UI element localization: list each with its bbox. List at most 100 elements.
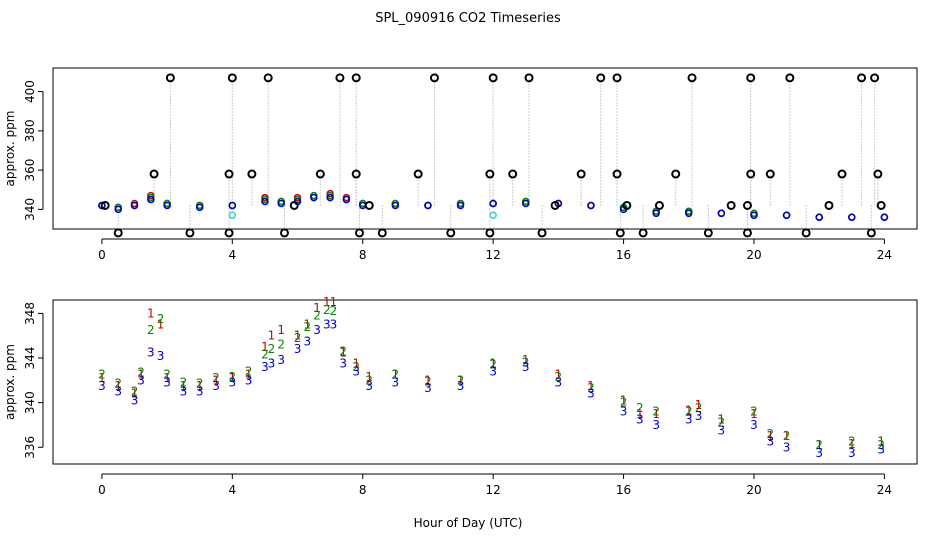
data-point xyxy=(326,193,334,202)
data-symbol: 2 xyxy=(180,376,188,390)
data-symbol: 1 xyxy=(365,370,373,384)
data-symbol: 2 xyxy=(303,320,311,334)
x-tick-label: 24 xyxy=(877,248,892,262)
data-symbol: 1 xyxy=(766,429,774,443)
data-symbol: 3 xyxy=(695,409,703,423)
data-point xyxy=(114,205,122,214)
data-point xyxy=(429,73,439,83)
data-point xyxy=(224,169,234,179)
data-point xyxy=(801,228,811,238)
data-point xyxy=(424,201,432,210)
data-symbol: 1 xyxy=(277,323,285,337)
data-symbol: 1 xyxy=(268,329,276,343)
data-point xyxy=(857,73,867,83)
y-tick-label: 348 xyxy=(23,302,37,325)
data-symbol: 1 xyxy=(98,371,106,385)
data-point xyxy=(746,73,756,83)
plot-frame xyxy=(52,67,918,230)
data-symbol: 2 xyxy=(147,323,155,337)
data-point xyxy=(310,193,318,202)
x-tick-label: 16 xyxy=(616,483,631,497)
data-symbol: 1 xyxy=(180,379,188,393)
data-symbol: 1 xyxy=(303,318,311,332)
data-point xyxy=(537,228,547,238)
x-tick-label: 0 xyxy=(98,483,106,497)
data-point xyxy=(391,201,400,210)
data-symbol: 2 xyxy=(268,342,276,356)
data-point xyxy=(351,169,361,179)
data-symbol: 1 xyxy=(392,368,400,382)
data-point xyxy=(149,169,159,179)
x-tick-label: 8 xyxy=(359,483,367,497)
data-symbol: 2 xyxy=(212,371,220,385)
data-symbol: 1 xyxy=(131,387,139,401)
data-point xyxy=(873,169,883,179)
data-point xyxy=(315,169,325,179)
data-symbol: 3 xyxy=(620,405,628,419)
data-symbol: 1 xyxy=(261,340,269,354)
data-point xyxy=(638,228,648,238)
data-symbol: 3 xyxy=(339,357,347,371)
data-symbol: 2 xyxy=(277,338,285,352)
data-symbol: 1 xyxy=(718,412,726,426)
data-symbol: 2 xyxy=(587,381,595,395)
data-symbol: 2 xyxy=(131,384,139,398)
data-point xyxy=(880,213,889,221)
y-tick-label: 340 xyxy=(23,198,37,221)
data-symbol: 1 xyxy=(695,398,703,412)
data-point xyxy=(351,73,361,83)
data-symbol: 3 xyxy=(114,384,122,398)
chart-title: SPL_090916 CO2 Timeseries xyxy=(375,11,561,26)
data-point xyxy=(612,73,622,83)
data-point xyxy=(489,211,497,220)
y-axis-title: approx. ppm xyxy=(3,111,17,187)
data-symbol: 2 xyxy=(652,405,660,419)
data-symbol: 3 xyxy=(587,387,595,401)
y-tick-label: 344 xyxy=(23,347,37,370)
data-symbol: 1 xyxy=(196,379,204,393)
data-point xyxy=(228,211,237,220)
data-symbol: 3 xyxy=(815,446,823,460)
data-symbol: 3 xyxy=(365,379,373,393)
data-symbol: 2 xyxy=(848,435,856,449)
data-symbol: 1 xyxy=(750,407,758,421)
data-symbol: 2 xyxy=(695,401,703,415)
data-symbol: 3 xyxy=(424,381,432,395)
y-tick-label: 340 xyxy=(23,391,37,414)
data-symbol: 2 xyxy=(750,405,758,419)
data-point xyxy=(837,169,847,179)
data-point xyxy=(765,169,775,179)
x-tick-label: 8 xyxy=(359,248,367,262)
data-symbol: 3 xyxy=(98,379,106,393)
data-point xyxy=(524,73,534,83)
data-point xyxy=(550,200,560,210)
data-symbol: 2 xyxy=(330,304,338,318)
data-point xyxy=(726,200,736,210)
data-point xyxy=(263,73,273,83)
data-point xyxy=(866,228,876,238)
data-point xyxy=(113,228,123,238)
data-symbol: 2 xyxy=(137,366,145,380)
data-symbol: 1 xyxy=(783,429,791,443)
data-symbol: 3 xyxy=(555,376,563,390)
data-point xyxy=(354,228,364,238)
data-symbol: 3 xyxy=(180,384,188,398)
data-point xyxy=(485,169,495,179)
data-point xyxy=(717,209,726,218)
data-point xyxy=(364,200,374,210)
data-point xyxy=(342,195,351,204)
data-symbol: 2 xyxy=(392,368,400,382)
data-point xyxy=(508,169,518,179)
data-point xyxy=(576,169,586,179)
data-symbol: 1 xyxy=(245,368,253,382)
data-point xyxy=(165,73,175,83)
data-symbol: 3 xyxy=(229,376,237,390)
data-symbol: 1 xyxy=(620,393,628,407)
data-point xyxy=(612,169,622,179)
y-tick-label: 400 xyxy=(23,80,37,103)
data-symbol: 2 xyxy=(718,416,726,430)
data-point xyxy=(622,200,632,210)
data-symbol: 1 xyxy=(848,437,856,451)
